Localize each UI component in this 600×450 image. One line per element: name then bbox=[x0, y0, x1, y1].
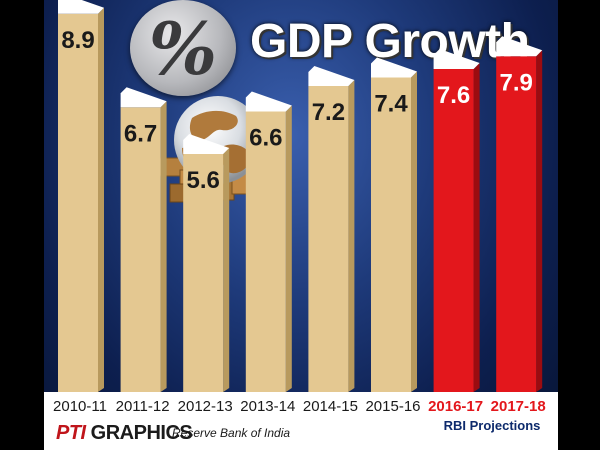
data-label: 6.6 bbox=[249, 125, 282, 152]
bar-2013-14 bbox=[245, 91, 292, 392]
bar-front-face bbox=[120, 107, 161, 392]
bar-side-face bbox=[411, 71, 417, 392]
bar-front-face bbox=[58, 13, 98, 392]
chart-frame: % GDP Growth 8.9 6.7 5.6 6.6 7.2 7.4 7.6 7.9 20 bbox=[44, 0, 558, 450]
brand-logo: PTI GRAPHICS bbox=[56, 422, 193, 445]
bar-2011-12 bbox=[120, 87, 167, 392]
bar-2016-17 bbox=[433, 49, 480, 392]
bar-side-face bbox=[98, 7, 104, 392]
chart-title: GDP Growth bbox=[250, 15, 530, 68]
data-label: 7.2 bbox=[312, 99, 345, 126]
bar-2017-18 bbox=[496, 36, 543, 392]
category-label: 2014-15 bbox=[303, 398, 358, 415]
bar-side-face bbox=[473, 63, 480, 392]
bar-front-face bbox=[371, 77, 411, 392]
bar-side-face bbox=[285, 105, 292, 392]
bar-2012-13 bbox=[183, 134, 230, 392]
bar-2010-11 bbox=[58, 0, 104, 392]
bar-top-cap bbox=[308, 66, 355, 86]
category-label: 2013-14 bbox=[240, 398, 295, 415]
bar-chart: 8.9 6.7 5.6 6.6 7.2 7.4 7.6 7.9 2010-11 2011-12 20… bbox=[44, 0, 558, 418]
bar-2014-15 bbox=[308, 66, 355, 392]
bar-side-face bbox=[348, 80, 355, 392]
bar-top-cap bbox=[433, 49, 480, 69]
bar-top-cap bbox=[58, 0, 104, 14]
bar-front-face bbox=[183, 154, 224, 392]
source-text: Reserve Bank of India bbox=[172, 426, 291, 440]
category-label: 2010-11 bbox=[53, 398, 107, 415]
bar-top-cap bbox=[183, 134, 230, 154]
percent-icon: % bbox=[130, 0, 236, 96]
percent-symbol: % bbox=[148, 5, 218, 91]
bar-top-cap bbox=[496, 36, 543, 57]
bar-front-face bbox=[245, 111, 286, 392]
bar-top-cap bbox=[371, 57, 417, 78]
category-label: 2016-17 bbox=[428, 398, 483, 415]
category-strip bbox=[44, 392, 558, 418]
brand-logo-mark: PTI bbox=[56, 422, 86, 444]
footer: PTI GRAPHICS Reserve Bank of India RBI P… bbox=[44, 418, 558, 450]
bar-2015-16 bbox=[371, 57, 417, 392]
data-label: 7.4 bbox=[374, 91, 408, 118]
brand-logo-text: GRAPHICS bbox=[85, 422, 193, 444]
bar-side-face bbox=[536, 50, 543, 392]
data-label: 7.6 bbox=[437, 82, 470, 109]
data-label: 7.9 bbox=[500, 69, 533, 96]
bar-side-face bbox=[160, 101, 167, 392]
category-label: 2012-13 bbox=[178, 398, 233, 415]
data-label: 6.7 bbox=[124, 120, 157, 147]
bar-top-cap bbox=[245, 91, 292, 112]
bar-front-face bbox=[496, 56, 537, 392]
category-label: 2011-12 bbox=[116, 398, 170, 415]
bar-top-cap bbox=[120, 87, 167, 108]
category-label: 2015-16 bbox=[365, 398, 420, 415]
bar-front-face bbox=[308, 86, 349, 392]
data-label: 5.6 bbox=[187, 167, 220, 194]
category-label: 2017-18 bbox=[491, 398, 546, 415]
data-label: 8.9 bbox=[61, 27, 94, 54]
projections-annotation: RBI Projections bbox=[443, 418, 541, 433]
bar-side-face bbox=[223, 148, 230, 392]
bar-front-face bbox=[433, 69, 474, 392]
